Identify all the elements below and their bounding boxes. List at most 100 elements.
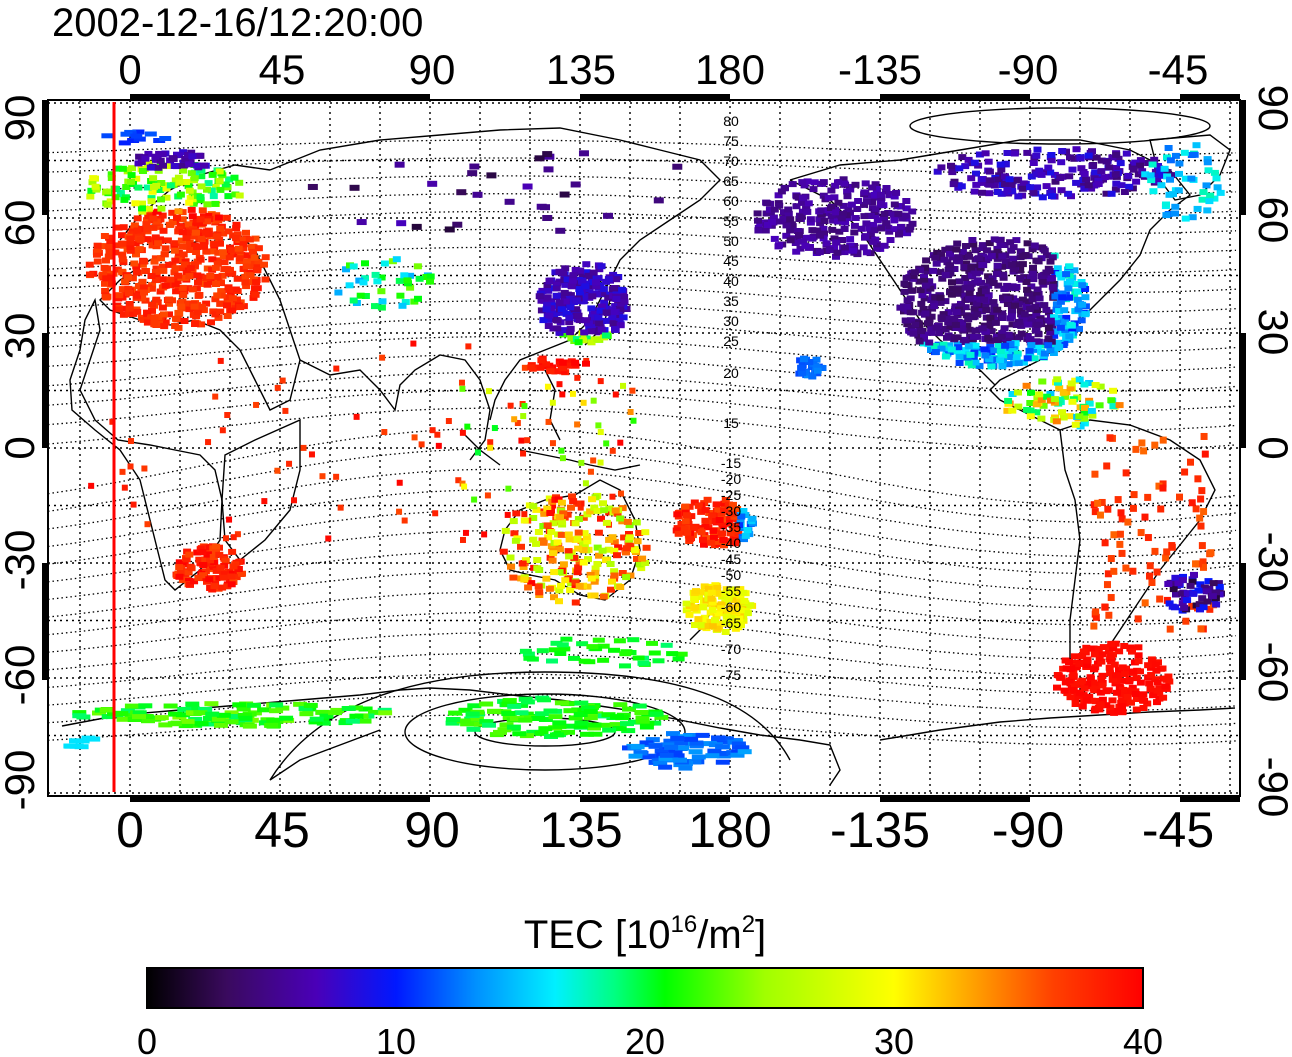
tec-cell — [403, 277, 412, 284]
tec-cell — [115, 306, 124, 313]
tec-cell — [1118, 677, 1127, 684]
tec-cell — [1199, 604, 1208, 611]
tec-cell — [1163, 173, 1172, 180]
tec-cell — [532, 540, 540, 547]
tec-cell — [127, 717, 142, 722]
tec-cell — [1164, 581, 1173, 587]
tec-cell — [567, 504, 575, 511]
tec-cell — [1151, 441, 1159, 449]
tec-cell — [691, 604, 700, 611]
tec-cell — [1023, 355, 1032, 362]
tec-cell — [521, 511, 528, 518]
tec-cell — [520, 413, 527, 420]
tec-cell — [432, 510, 439, 517]
tec-cell — [207, 319, 215, 326]
tec-cell — [202, 248, 211, 255]
tec-cell — [734, 529, 743, 536]
tec-cell — [264, 722, 279, 728]
tec-cell — [927, 329, 936, 336]
tec-cell — [564, 362, 572, 369]
tec-cell — [257, 707, 272, 713]
tec-cell — [1017, 330, 1026, 337]
tec-cell — [784, 206, 793, 213]
tec-cell — [406, 284, 415, 291]
tec-cell — [1071, 681, 1079, 688]
tec-cell — [1066, 694, 1075, 701]
tec-cell — [597, 429, 604, 436]
tec-cell — [880, 210, 889, 217]
tec-cell — [342, 266, 350, 273]
tec-cell — [165, 300, 173, 307]
tec-cell — [213, 273, 222, 280]
magnetic-contour — [48, 282, 1237, 314]
tec-cell — [1199, 563, 1207, 571]
tec-cell — [678, 765, 693, 771]
tec-cell — [300, 444, 307, 451]
tec-cell — [355, 277, 364, 284]
tec-cell — [151, 268, 160, 275]
tec-cell — [1057, 674, 1066, 681]
tec-cell — [719, 537, 728, 543]
tec-cell — [920, 295, 929, 302]
tec-cell — [459, 536, 466, 543]
tec-cell — [918, 292, 927, 299]
tec-cell — [1092, 608, 1100, 616]
tec-cell — [149, 184, 158, 191]
tec-cell — [1048, 254, 1057, 261]
tec-cell — [1026, 336, 1035, 343]
tec-cell — [132, 251, 140, 258]
tec-cell — [937, 326, 946, 333]
tec-cell — [711, 735, 725, 741]
tec-cell — [735, 745, 750, 751]
tec-cell — [559, 561, 568, 568]
left-tick-label: 90 — [0, 95, 43, 142]
tec-cell — [649, 711, 664, 717]
tec-cell — [846, 236, 855, 243]
tec-cell — [213, 257, 222, 264]
tec-cell — [1106, 704, 1115, 711]
tec-cell — [1076, 423, 1085, 430]
tec-cell — [981, 328, 990, 335]
tec-cell — [585, 289, 594, 296]
top-tick-label: -135 — [838, 46, 922, 93]
tec-cell — [1128, 648, 1136, 655]
tec-cell — [992, 271, 1001, 277]
tec-cell — [1110, 531, 1118, 539]
tec-cell — [188, 153, 197, 160]
tec-cell — [641, 560, 650, 566]
tec-cell — [592, 279, 600, 286]
tec-cell — [547, 298, 556, 305]
tec-cell — [192, 249, 201, 255]
tec-cell — [868, 199, 877, 206]
tec-cell — [941, 298, 950, 305]
tec-cell — [534, 529, 543, 535]
tec-cell — [977, 308, 986, 315]
tec-cell — [349, 297, 358, 304]
tec-cell — [896, 304, 905, 311]
tec-cell — [1094, 499, 1102, 507]
right-tick-label: -30 — [1250, 532, 1292, 593]
tec-cell — [1162, 212, 1171, 219]
tec-cell — [1033, 184, 1042, 191]
tec-cell — [124, 713, 139, 718]
tec-cell — [1074, 288, 1082, 295]
tec-cell — [542, 151, 553, 158]
contour-label: 15 — [723, 415, 739, 431]
tec-cell — [880, 215, 888, 222]
tec-cell — [1097, 157, 1106, 164]
tec-cell — [100, 264, 109, 271]
tec-cell — [1137, 529, 1145, 537]
tec-cell — [1181, 215, 1190, 222]
tec-cell — [737, 749, 752, 755]
tec-cell — [980, 346, 989, 353]
tec-cell — [961, 347, 970, 354]
tec-cell — [945, 246, 954, 253]
tec-cell — [208, 563, 217, 570]
tec-cell — [937, 314, 946, 321]
magnetic-contour — [48, 632, 1237, 677]
tec-cell — [573, 569, 582, 576]
tec-cell — [232, 221, 241, 228]
tec-cell — [1055, 385, 1064, 392]
tec-cell — [782, 232, 791, 239]
tec-cell — [1114, 155, 1123, 162]
